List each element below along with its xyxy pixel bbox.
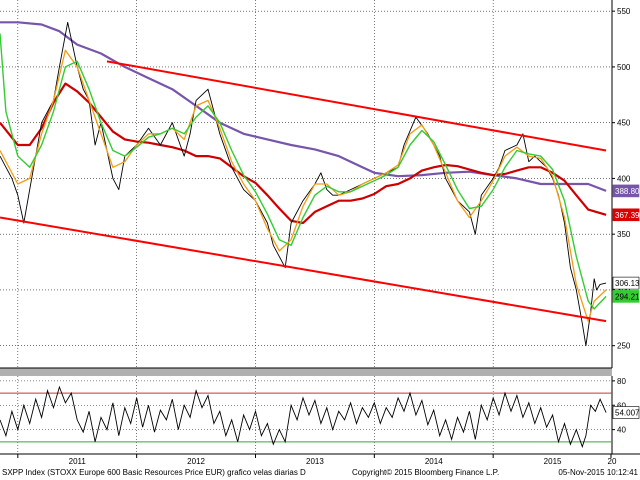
last-value-badge-box <box>612 184 640 198</box>
footer-left: SXPP Index (STOXX Europe 600 Basic Resou… <box>2 468 306 477</box>
series-line-ma_green <box>0 33 607 310</box>
x-tick-label: 2011 <box>69 457 87 466</box>
rsi-y-tick-label: 40 <box>617 426 626 435</box>
rsi-y-tick-label: 80 <box>617 377 626 386</box>
y-tick-label: 250 <box>617 342 631 351</box>
resistance-trendline <box>106 60 607 152</box>
rsi-series-group <box>0 385 607 449</box>
x-tick-label: 2015 <box>544 457 562 466</box>
last-value-badge-box <box>612 276 640 290</box>
last-value-badge-box <box>612 208 640 222</box>
rsi-y-axis: 40 60 80 <box>612 377 626 435</box>
rsi-panel-background <box>0 376 612 454</box>
x-tick-label: 2012 <box>187 457 205 466</box>
footer-right: 05-Nov-2015 10:12:41 <box>558 468 638 477</box>
rsi-last-value-badge-label: 54.007 <box>615 409 640 418</box>
last-value-badge-box <box>612 290 640 303</box>
x-tick-label: 20 <box>608 457 617 466</box>
series-line-ma_fast <box>0 49 607 322</box>
main-series-group <box>0 21 607 347</box>
last-value-badges: 388.80 367.39 306.13 294.21 54.007 <box>612 184 640 419</box>
y-tick-label: 350 <box>617 230 631 239</box>
x-tick-label: 2014 <box>425 457 443 466</box>
x-axis: 2011 2012 2013 2014 2015 20 <box>17 454 617 466</box>
rsi-y-tick-label: 60 <box>617 401 626 410</box>
y-tick-label: 450 <box>617 119 631 128</box>
rsi-last-value-badge-box <box>612 406 640 419</box>
series-line-ma_longest <box>0 21 607 192</box>
main-panel-background <box>0 0 612 368</box>
right-axis-background <box>612 0 640 454</box>
y-tick-label: 500 <box>617 63 631 72</box>
y-tick-label: 400 <box>617 174 631 183</box>
x-tick-label: 2013 <box>306 457 324 466</box>
last-value-badge-label: 367.39 <box>615 211 640 220</box>
last-value-badge-label: 294.21 <box>615 292 640 301</box>
footer-center: Copyright© 2015 Bloomberg Finance L.P. <box>352 468 499 477</box>
last-value-badge-label: 388.80 <box>615 187 640 196</box>
divider-band <box>0 368 612 376</box>
y-tick-label: 550 <box>617 7 631 16</box>
last-value-badge-label: 306.13 <box>615 279 640 288</box>
rsi-line <box>0 385 607 449</box>
support-trendline <box>0 216 607 323</box>
trendline-group <box>0 60 607 323</box>
